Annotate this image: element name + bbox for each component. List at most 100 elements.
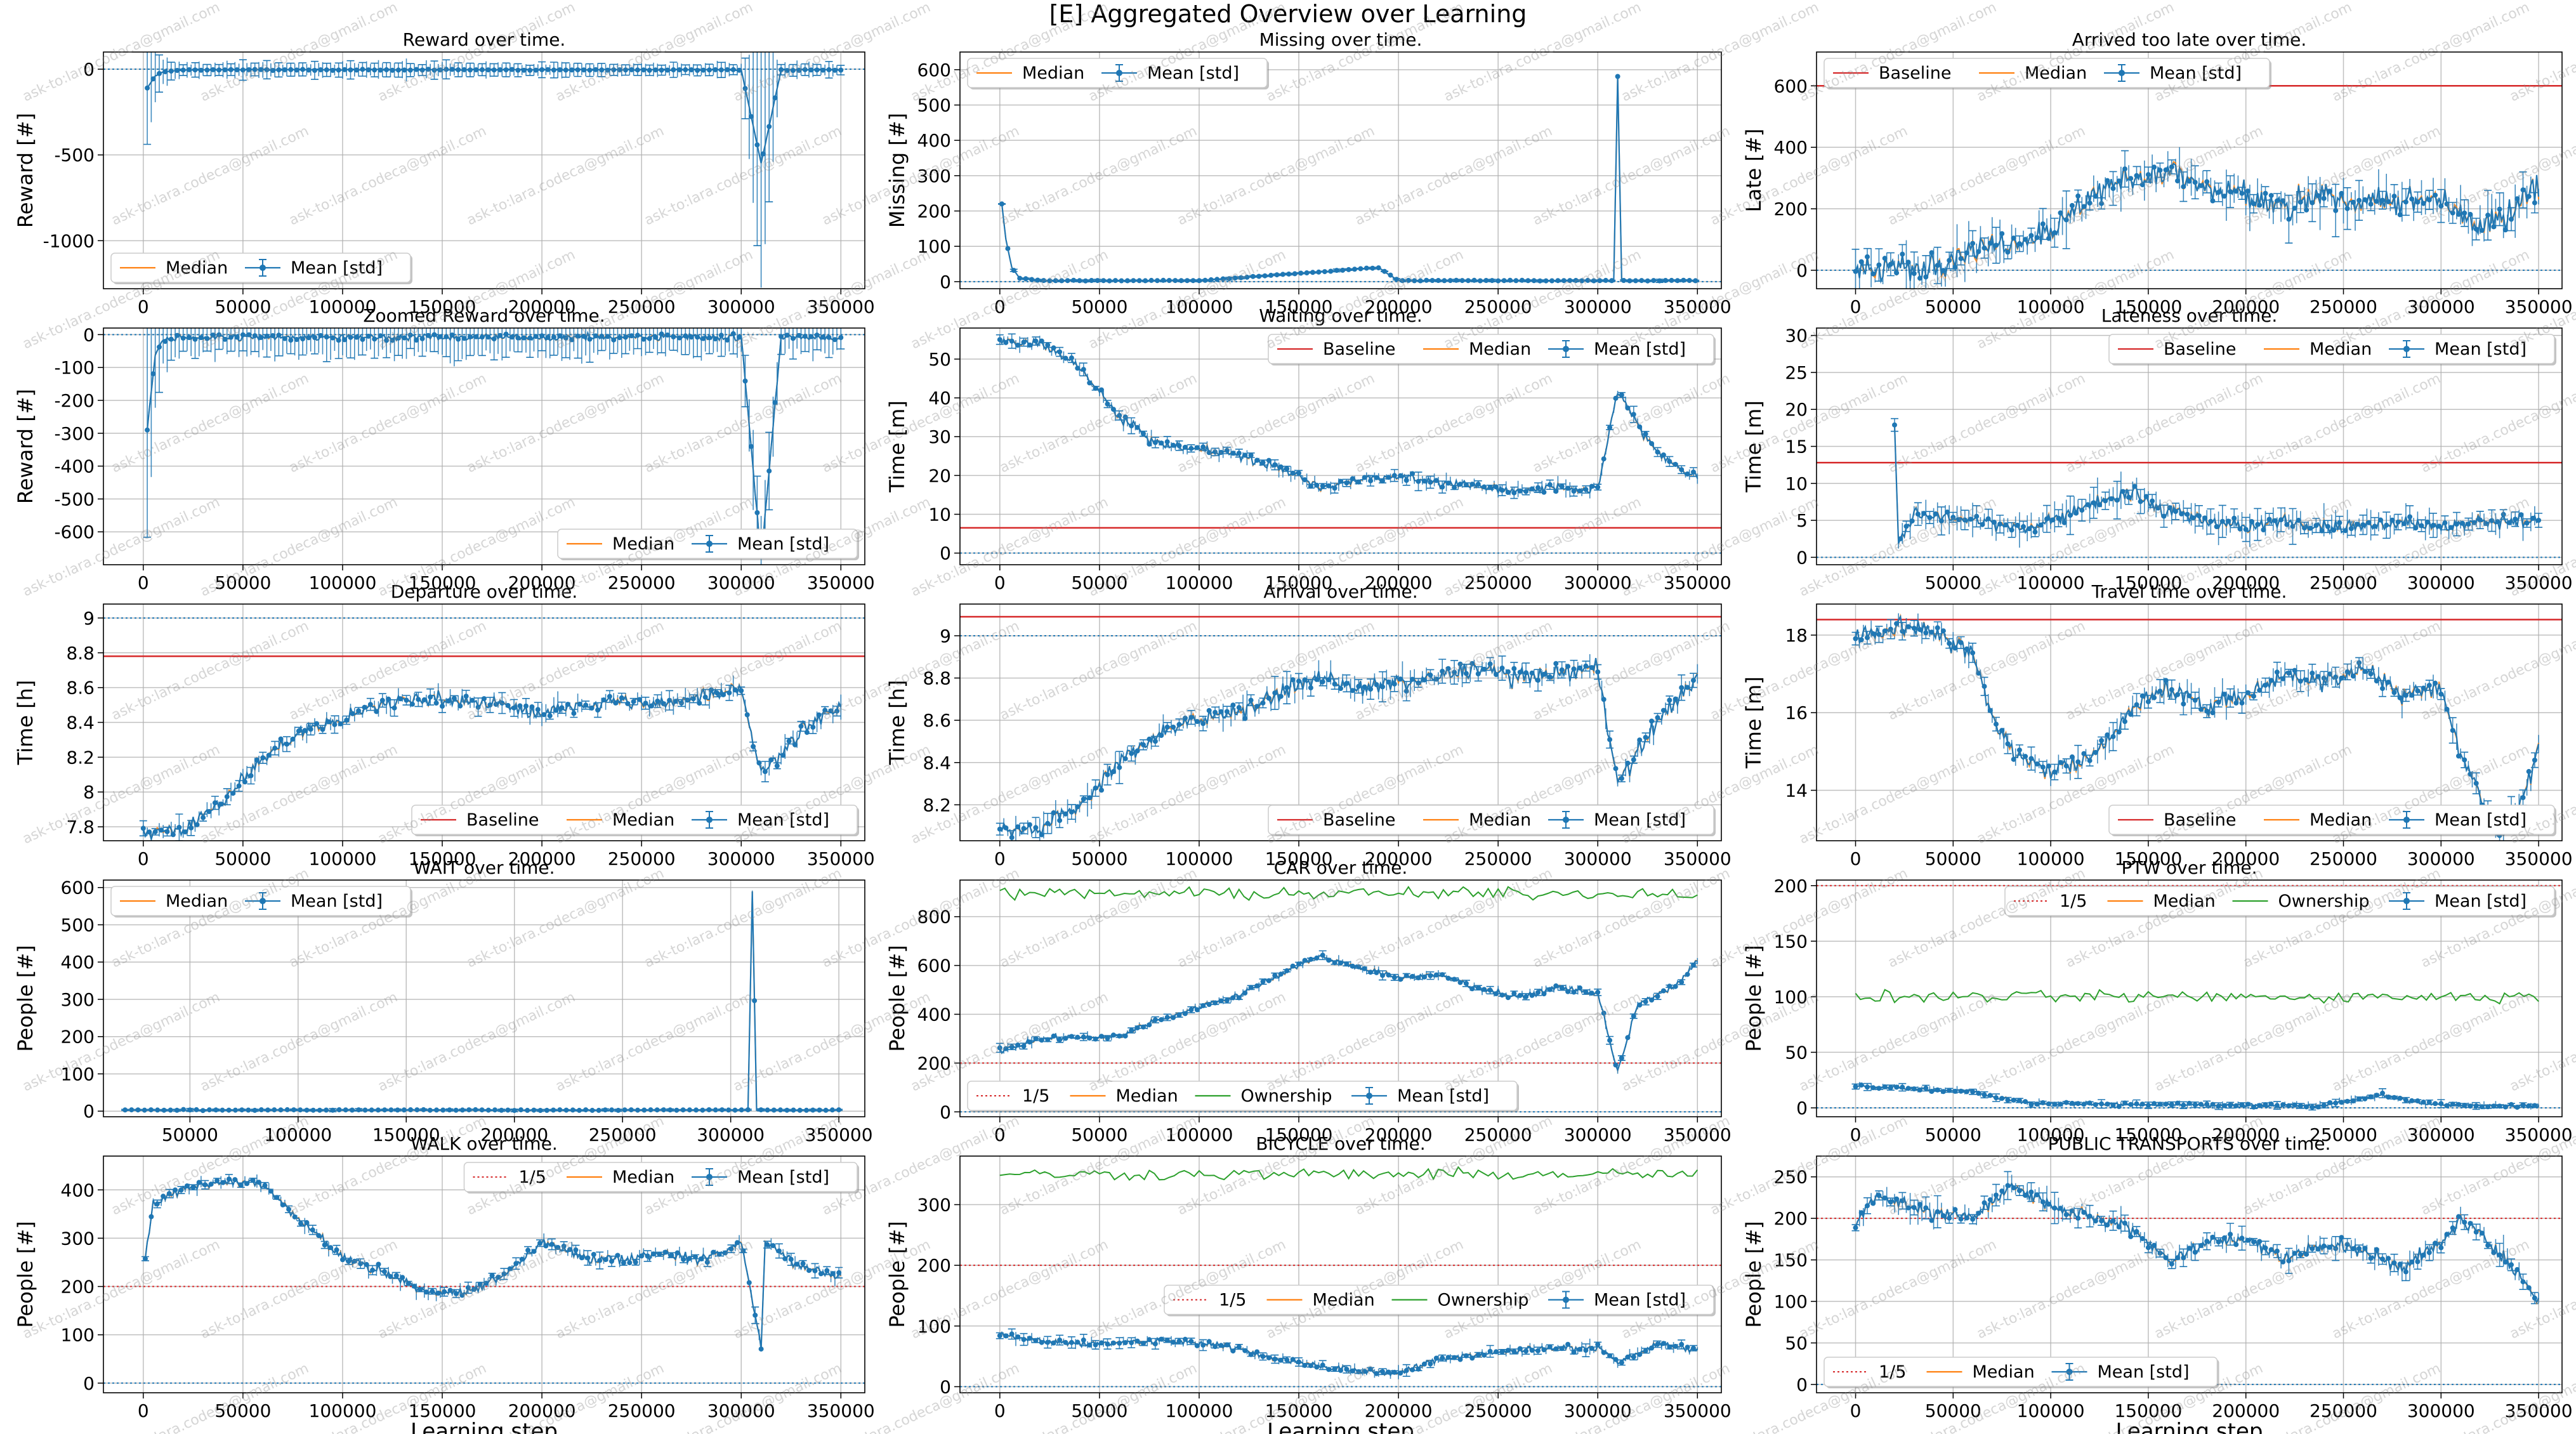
data-layer	[103, 617, 865, 841]
panel-12: 0 50000 100000 150000 200000 250000 300000 3500…	[1742, 857, 2573, 1145]
x-tick-label: 150000	[409, 572, 476, 593]
legend-entry-mean: Mean [std]	[692, 1168, 829, 1187]
legend-entry-baseline: Baseline	[1277, 810, 1395, 830]
x-tick-label: 50000	[214, 1400, 271, 1421]
data-layer	[1817, 885, 2562, 1111]
y-tick-label: 0	[940, 272, 951, 293]
x-tick-label: 200000	[1365, 1124, 1433, 1145]
legend: Baseline Median Mean [std]	[2108, 805, 2556, 836]
y-tick-label: -300	[54, 423, 95, 444]
x-tick-label: 350000	[805, 1124, 873, 1145]
panel-15: 0 50000 100000 150000 200000 250000 300000 3500…	[1742, 1133, 2573, 1434]
plot-area	[1817, 604, 2562, 841]
panel-11: 0 50000 100000 150000 200000 250000 300000 3500…	[885, 857, 1732, 1145]
legend: Baseline Median Mean [std]	[2108, 334, 2556, 365]
legend: Median Mean [std]	[110, 253, 412, 284]
y-axis-label: People [#]	[13, 1221, 37, 1327]
x-tick-label: 200000	[508, 296, 576, 317]
x-tick-label: 200000	[2212, 1400, 2280, 1421]
x-tick-label: 300000	[2407, 296, 2475, 317]
y-tick-label: -500	[54, 145, 95, 166]
y-tick-label: 50	[928, 349, 951, 370]
x-tick-label: 0	[138, 1400, 149, 1421]
error-caps	[143, 348, 845, 550]
legend-box	[967, 1081, 1518, 1111]
legend-key-marker	[1116, 70, 1122, 76]
y-tick-label: 600	[1774, 76, 1808, 96]
legend-label: Mean [std]	[2435, 339, 2527, 359]
y-tick-label: 20	[1785, 399, 1808, 420]
y-tick-label: 500	[917, 95, 951, 116]
x-tick-label: 250000	[608, 1400, 676, 1421]
legend-box	[1164, 1284, 1714, 1315]
y-axis-label: Time [m]	[1742, 676, 1766, 769]
x-tick-label: 100000	[1166, 1124, 1233, 1145]
x-tick-label: 350000	[1664, 1124, 1732, 1145]
y-tick-label: 200	[917, 1053, 951, 1074]
y-tick-label: 0	[83, 1373, 95, 1394]
legend-label: Baseline	[1323, 810, 1395, 830]
y-tick-label: 8.4	[923, 753, 951, 773]
y-tick-label: 200	[917, 201, 951, 222]
x-tick-label: 200000	[1365, 572, 1433, 593]
x-tick-label: 150000	[2114, 848, 2182, 869]
panel-6: 50000 100000 150000 200000 250000 300000 35000…	[1742, 305, 2573, 593]
axes-frame	[103, 51, 865, 289]
panel-14: 0 50000 100000 150000 200000 250000 300000 3500…	[885, 1133, 1732, 1434]
legend-label: Baseline	[1879, 63, 1951, 83]
panel-title: WAIT over time.	[413, 857, 555, 878]
legend-label: Median	[2025, 63, 2087, 83]
y-tick-label: 0	[1796, 260, 1808, 281]
legend-label: Baseline	[2164, 810, 2236, 830]
x-tick-label: 0	[1850, 1124, 1862, 1145]
legend-label: Median	[1022, 63, 1084, 83]
panel-title: WALK over time.	[411, 1133, 558, 1154]
y-tick-label: 200	[1774, 876, 1808, 897]
mean-markers	[140, 687, 839, 838]
legend-entry-mean: Mean [std]	[692, 534, 829, 554]
x-tick-label: 150000	[1265, 1124, 1333, 1145]
panel-4: 0 50000 100000 150000 200000 250000 300000 3500…	[13, 305, 875, 593]
y-tick-label: 150	[1774, 931, 1808, 952]
legend-entry-median: Median	[1266, 1291, 1375, 1310]
x-tick-label: 350000	[2505, 296, 2573, 317]
legend-entry-fifth: 1/5	[976, 1086, 1049, 1106]
y-tick-label: 100	[61, 1325, 95, 1346]
x-tick-label: 250000	[1464, 296, 1532, 317]
legend-entry-fifth: 1/5	[1173, 1291, 1246, 1310]
panel-title: BICYCLE over time.	[1256, 1133, 1425, 1154]
plot-area	[960, 880, 1721, 1117]
legend-entry-baseline: Baseline	[2118, 810, 2236, 830]
legend-label: Mean [std]	[1594, 1291, 1686, 1310]
y-tick-label: 15	[1785, 437, 1808, 457]
legend-label: 1/5	[1879, 1362, 1906, 1382]
y-tick-label: 50	[1785, 1042, 1808, 1063]
axes-frame	[959, 603, 1722, 841]
legend-entry-fifth: 1/5	[2014, 891, 2087, 911]
x-tick-label: 100000	[2017, 1124, 2085, 1145]
y-tick-label: 400	[61, 952, 95, 973]
legend-key-marker	[1563, 817, 1569, 823]
legend-label: Mean [std]	[1397, 1086, 1489, 1106]
x-tick-label: 150000	[372, 1124, 440, 1145]
watermark-text: ask-to:lara.codeca@gmail.com	[1708, 1360, 1910, 1434]
y-axis-label: Time [m]	[1742, 400, 1766, 493]
x-tick-label: 0	[994, 296, 1006, 317]
legend-label: Median	[1469, 810, 1531, 830]
legend-entry-mean: Mean [std]	[1101, 63, 1239, 83]
y-tick-label: 7.8	[66, 817, 95, 838]
legend-label: Mean [std]	[737, 1168, 829, 1187]
legend-entry-median: Median	[567, 810, 674, 830]
x-tick-label: 300000	[2407, 572, 2475, 593]
data-layer	[1817, 1171, 2562, 1385]
legend-label: Median	[1116, 1086, 1178, 1106]
legend-entry-median: Median	[976, 63, 1084, 83]
x-tick-label: 100000	[309, 572, 377, 593]
legend-label: Mean [std]	[2098, 1362, 2190, 1382]
ownership-line	[999, 885, 1698, 901]
y-tick-label: 10	[928, 504, 951, 525]
x-tick-label: 300000	[1564, 1124, 1632, 1145]
legend-key-marker	[2066, 1369, 2073, 1375]
y-axis-label: Time [m]	[885, 400, 909, 493]
x-tick-label: 50000	[1925, 848, 1981, 869]
